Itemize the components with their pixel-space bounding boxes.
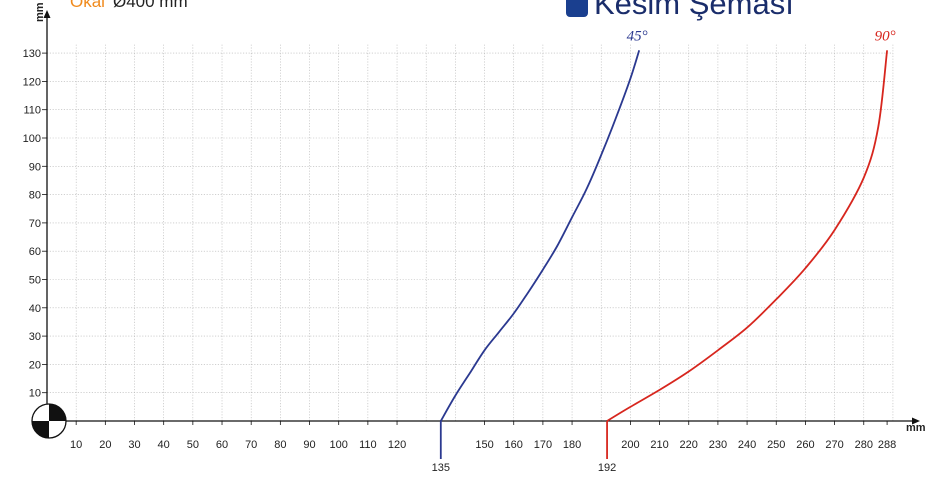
chart-title-text: Kesim Şeması <box>594 0 794 21</box>
series: 135 45° 192 90° <box>432 28 896 474</box>
series-label: 45° <box>627 28 648 44</box>
brand-name: Okal <box>70 0 105 11</box>
y-axis-unit: mm <box>34 2 46 22</box>
grid <box>47 44 894 421</box>
y-tick-label: 110 <box>23 105 41 117</box>
x-tick-label: 180 <box>563 439 581 451</box>
x-tick-label: 288 <box>878 439 896 451</box>
x-start-tick-label: 135 <box>432 462 450 474</box>
x-tick-label: 170 <box>534 439 552 451</box>
y-tick-label: 40 <box>29 303 41 315</box>
axes: mm mm <box>34 2 926 434</box>
y-tick-label: 20 <box>29 359 41 371</box>
y-axis-arrow-icon <box>43 10 51 18</box>
y-tick-label: 100 <box>23 133 41 145</box>
series-curve <box>440 50 641 422</box>
x-tick-label: 150 <box>475 439 493 451</box>
x-tick-label: 270 <box>825 439 843 451</box>
x-tick-label: 60 <box>216 439 228 451</box>
y-tick-label: 130 <box>23 48 41 60</box>
x-tick-label: 230 <box>709 439 727 451</box>
x-axis-unit: mm <box>906 422 926 434</box>
x-tick-label: 120 <box>388 439 406 451</box>
series-label: 90° <box>875 28 896 44</box>
origin-quadrant-icon <box>31 403 67 439</box>
x-tick-label: 20 <box>99 439 111 451</box>
chart-header-left: Okal Ø400 mm <box>70 0 188 12</box>
y-tick-label: 50 <box>29 275 41 287</box>
x-axis-arrow-icon <box>912 417 920 425</box>
x-tick-label: 110 <box>359 439 377 451</box>
x-tick-label: 240 <box>738 439 756 451</box>
x-tick-label: 10 <box>70 439 82 451</box>
series-curve <box>606 50 888 422</box>
x-tick-label: 250 <box>767 439 785 451</box>
y-tick-label: 10 <box>29 388 41 400</box>
y-tick-label: 80 <box>29 190 41 202</box>
x-tick-label: 200 <box>621 439 639 451</box>
origin-quadrant-bottom-left <box>32 421 49 438</box>
x-tick-label: 90 <box>303 439 315 451</box>
title-square-icon <box>566 0 588 17</box>
x-tick-label: 100 <box>330 439 348 451</box>
x-start-tick-label: 192 <box>598 462 616 474</box>
x-tick-label: 50 <box>187 439 199 451</box>
y-tick-label: 70 <box>29 218 41 230</box>
x-tick-label: 40 <box>158 439 170 451</box>
diameter-label: Ø400 mm <box>112 0 188 11</box>
chart-title: Kesim Şeması <box>566 0 794 22</box>
x-tick-label: 260 <box>796 439 814 451</box>
y-tick-label: 90 <box>29 161 41 173</box>
x-tick-label: 70 <box>245 439 257 451</box>
y-tick-label: 30 <box>29 331 41 343</box>
x-tick-label: 280 <box>855 439 873 451</box>
x-tick-label: 30 <box>128 439 140 451</box>
x-tick-label: 220 <box>680 439 698 451</box>
x-tick-label: 160 <box>505 439 523 451</box>
ticks: 10 20 30 40 50 60 70 80 90 100 110 120 150 160 170 180 2… <box>23 48 897 451</box>
origin-quadrant-top-right <box>49 404 66 421</box>
y-tick-label: 60 <box>29 246 41 258</box>
y-tick-label: 120 <box>23 76 41 88</box>
x-tick-label: 80 <box>274 439 286 451</box>
x-tick-label: 210 <box>650 439 668 451</box>
